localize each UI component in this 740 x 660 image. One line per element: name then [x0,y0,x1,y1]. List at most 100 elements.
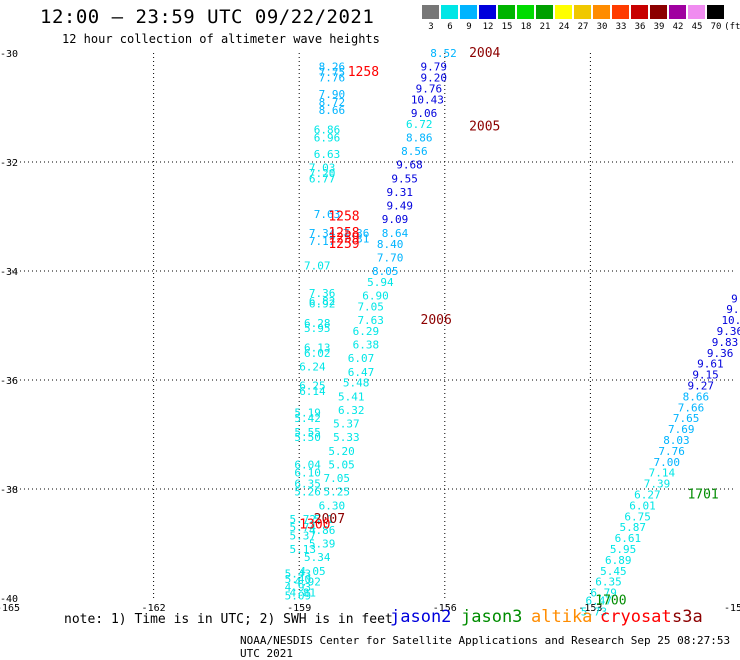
wave-height-value: 7.66 [678,401,705,414]
wave-height-value: 4.92 [294,576,321,589]
color-scale-tick: 12 [482,22,494,32]
wave-height-value: 6.10 [294,467,321,480]
wave-height-value: 7.03 [309,161,336,174]
wave-height-value: 4.81 [289,587,316,600]
map-title: 12:00 — 23:59 UTC 09/22/2021 [40,6,375,28]
wave-height-value: 6.47 [586,595,613,608]
color-scale-tick: 33 [615,22,627,32]
wave-height-value: 6.29 [353,325,380,338]
color-scale-tick: 70 [710,22,722,32]
wave-height-value: 8.03 [663,434,690,447]
wave-height-value: 5.37 [289,529,316,542]
wave-height-value: 5.05 [328,458,355,471]
wave-height-value: 6.07 [348,352,375,365]
lon-tick-label: -153 [578,603,602,614]
wave-height-value: 9.76 [416,82,443,95]
wave-height-value: 7.69 [668,423,695,436]
wave-height-value: 6.30 [319,499,346,512]
wave-height-value: 9.61 [697,358,724,371]
lat-tick-label: -40 [0,594,18,605]
color-swatch [612,5,629,19]
color-swatch [650,5,667,19]
wave-height-value: 5.94 [367,276,394,289]
wave-height-value: 6.01 [629,499,656,512]
wave-height-value: 6.35 [595,576,622,589]
lat-tick-label: -34 [0,267,18,278]
wave-height-value: 8.40 [377,238,404,251]
color-scale-tick: 36 [634,22,646,32]
wave-height-value: 6.92 [309,298,336,311]
wave-height-value: 10.4 [721,314,740,327]
color-swatch [479,5,496,19]
wave-height-value: 9.49 [387,200,414,213]
wave-height-value: 9.83 [712,336,739,349]
color-swatch [517,5,534,19]
wave-height-value: 5.19 [294,407,321,420]
color-scale-tick: 24 [558,22,570,32]
wave-height-value: 6.27 [634,488,661,501]
wave-height-value: 7.14 [649,467,676,480]
color-swatch [536,5,553,19]
color-swatch [574,5,591,19]
satellite-cryosat: cryosat [600,607,672,627]
color-scale-tick: 27 [577,22,589,32]
wave-height-value: 9.36 [717,325,740,338]
wave-height-value: 7.39 [644,478,671,491]
wave-height-value: 7.75 [319,66,346,79]
wave-height-value: 9. [731,292,740,305]
color-scale-tick: 45 [691,22,703,32]
wave-height-value: 8.26 [319,61,346,74]
wave-height-value: 7.70 [377,251,404,264]
wave-height-value: 5.50 [294,431,321,444]
time-label: 1259 [328,237,359,252]
satellite-s3a: s3a [672,607,703,627]
wave-height-value: 6.77 [309,172,336,185]
wave-height-value: 5.87 [620,521,647,534]
color-swatch [631,5,648,19]
wave-height-value: 9.15 [692,369,719,382]
color-swatch [707,5,724,19]
wave-height-value: 5.95 [304,322,331,335]
wave-height-value: 6.75 [624,510,651,523]
wave-height-value: 9.55 [391,172,418,185]
wave-height-value: 5.09 [285,589,312,602]
wave-height-value: 7.34 [309,227,336,240]
wave-height-value: 7.63 [314,208,341,221]
color-scale-tick: 3 [428,22,434,32]
wave-height-value: 6.24 [299,360,326,373]
wave-height-value: 7.17 [309,235,336,248]
wave-height-value: 6.02 [304,347,331,360]
time-label: 1700 [595,594,626,609]
wave-height-value: 5.13 [289,543,316,556]
wave-height-value: 9.09 [382,213,409,226]
wave-height-value: 8.64 [382,227,409,240]
wave-height-value: 5.37 [333,418,360,431]
color-swatch [422,5,439,19]
time-label: 2005 [469,120,500,135]
wave-height-value: 4.05 [299,565,326,578]
color-scale-tick: 30 [596,22,608,32]
color-swatch [498,5,515,19]
color-swatch [441,5,458,19]
wave-height-value: 5.26 [294,486,321,499]
wave-height-value: 8.52 [430,47,457,60]
lat-tick-label: -32 [0,158,18,169]
wave-height-value: 7.05 [323,472,350,485]
lon-tick-label: -159 [287,603,311,614]
color-scale-tick: 6 [447,22,453,32]
color-scale-tick: 15 [501,22,513,32]
wave-height-value: 5.74 [289,521,316,534]
time-label: 1300 [299,517,330,532]
wave-height-value: 7.63 [357,314,384,327]
wave-height-value: 5.73 [581,606,608,619]
satellite-altika: altika [531,607,593,627]
wave-height-value: 5.34 [304,551,331,564]
wave-height-value: 6.25 [299,379,326,392]
wave-height-value: 9.06 [411,107,438,120]
color-scale-tick: 21 [539,22,551,32]
wave-height-value: 4.93 [285,581,312,594]
credit-line: NOAA/NESDIS Center for Satellite Applica… [240,634,731,660]
wave-height-value: 5.25 [323,486,350,499]
wave-height-value: 5.43 [285,567,312,580]
wave-height-value: 6.35 [294,478,321,491]
